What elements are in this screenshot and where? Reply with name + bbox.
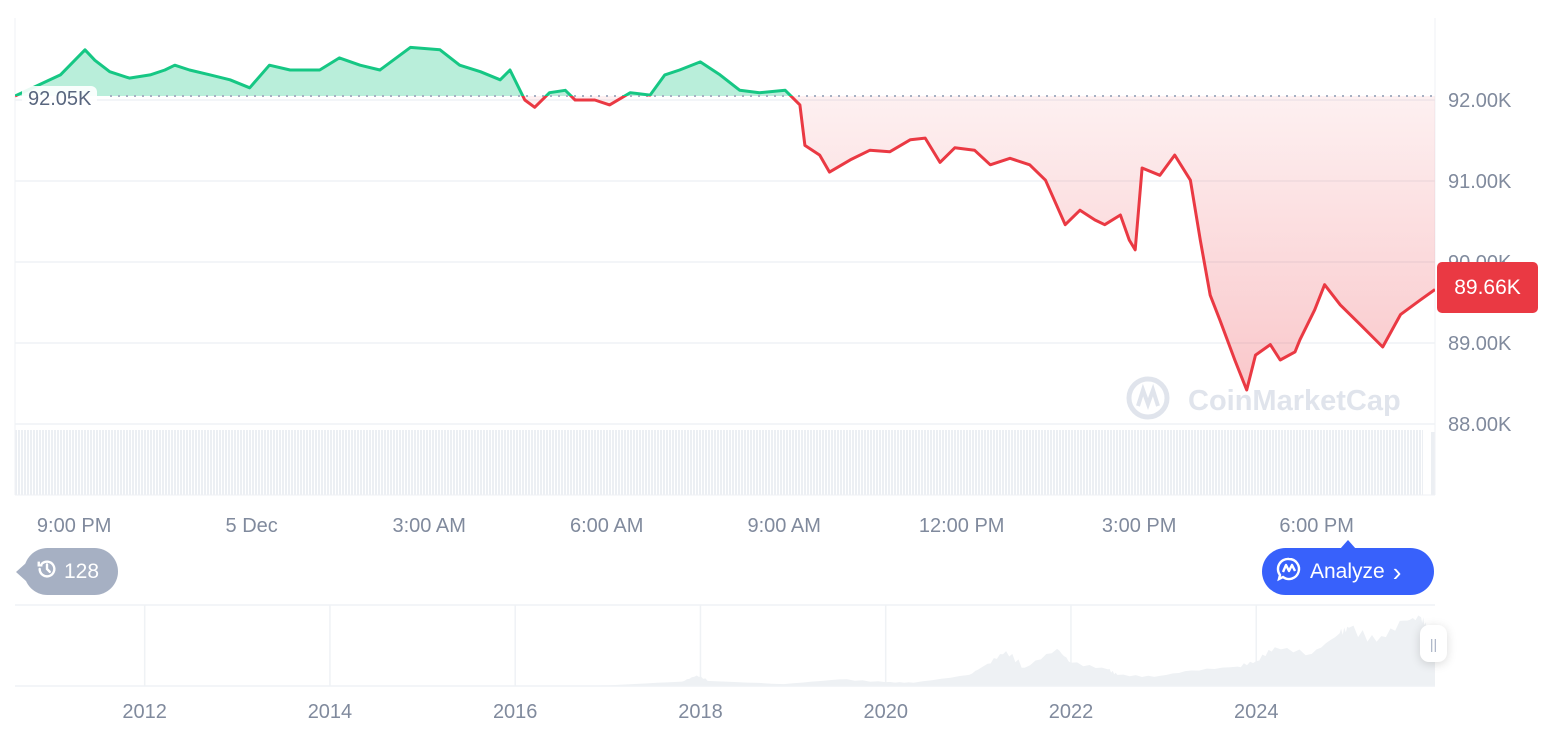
x-tick-label: 12:00 PM: [919, 515, 1005, 537]
price-line-down: [15, 95, 1435, 392]
x-tick-label: 6:00 PM: [1279, 515, 1353, 537]
navigator[interactable]: 2012 2014 2016 2018 2020 2022 2024: [15, 604, 1435, 723]
area-below-baseline: [15, 95, 1435, 390]
grip-icon: ||: [1429, 635, 1438, 652]
navigator-handle[interactable]: ||: [1420, 625, 1447, 662]
price-line-up: [15, 45, 794, 96]
x-tick-label: 3:00 PM: [1102, 515, 1176, 537]
chevron-right-icon: ›: [1392, 556, 1402, 587]
history-icon: [36, 558, 58, 586]
analyze-label: Analyze: [1310, 559, 1385, 583]
y-tick-label: 88.00K: [1448, 414, 1512, 436]
y-tick-label: 92.00K: [1448, 90, 1512, 112]
navigator-year-label: 2012: [122, 701, 167, 723]
watermark: CoinMarketCap: [1126, 376, 1401, 420]
history-badge[interactable]: 128: [16, 548, 118, 595]
baseline-price-label: 92.05K: [22, 86, 98, 112]
navigator-year-label: 2020: [863, 701, 908, 723]
navigator-year-label: 2022: [1049, 701, 1094, 723]
navigator-year-label: 2016: [493, 701, 538, 723]
navigator-area: [15, 615, 1435, 686]
y-tick-label: 89.00K: [1448, 333, 1512, 355]
svg-text:CoinMarketCap: CoinMarketCap: [1188, 385, 1401, 417]
x-tick-label: 3:00 AM: [392, 515, 465, 537]
navigator-year-label: 2024: [1234, 701, 1279, 723]
x-tick-label: 9:00 PM: [37, 515, 111, 537]
volume-bars: [15, 430, 1423, 495]
current-price-tag: 89.66K: [1437, 262, 1538, 313]
navigator-year-label: 2018: [678, 701, 723, 723]
x-tick-label: 5 Dec: [226, 515, 278, 537]
x-tick-label: 6:00 AM: [570, 515, 643, 537]
y-tick-label: 91.00K: [1448, 171, 1512, 193]
x-tick-label: 9:00 AM: [747, 515, 820, 537]
navigator-year-label: 2014: [308, 701, 353, 723]
history-count: 128: [64, 559, 100, 583]
cmc-chat-icon: [1276, 556, 1302, 588]
area-above-baseline: [15, 47, 791, 96]
volume-bar-last: [1431, 432, 1435, 495]
analyze-button[interactable]: Analyze ›: [1262, 540, 1434, 595]
